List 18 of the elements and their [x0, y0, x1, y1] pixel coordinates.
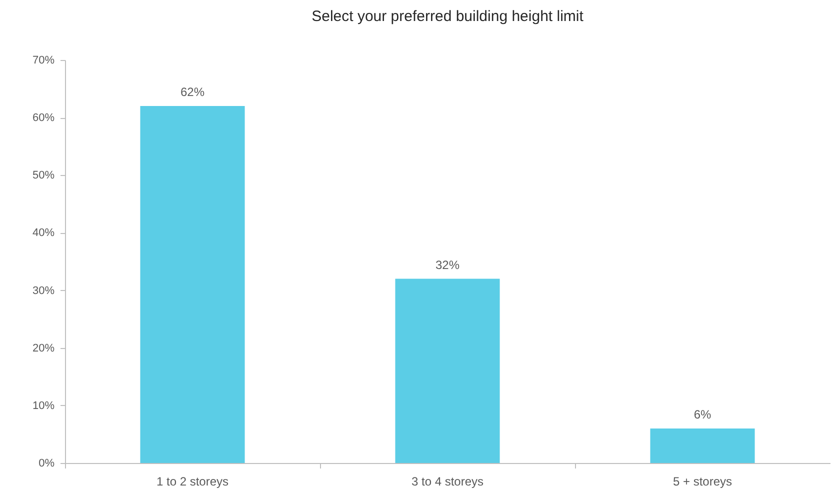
data-label: 62%: [180, 85, 205, 100]
y-tick-label: 10%: [32, 400, 55, 412]
y-tick-label: 30%: [32, 284, 55, 297]
y-tick-label: 40%: [32, 227, 55, 240]
y-tick-label: 50%: [32, 170, 55, 182]
y-tick-label: 0%: [38, 458, 55, 470]
x-tick-label: 1 to 2 storeys: [156, 474, 229, 488]
x-tick-label: 5 + storeys: [672, 474, 732, 488]
x-tick-label: 3 to 4 storeys: [411, 474, 484, 488]
y-tick-label: 20%: [32, 342, 55, 354]
bar: [395, 278, 500, 463]
bar: [140, 106, 245, 463]
data-label: 6%: [694, 407, 712, 422]
data-label: 32%: [435, 258, 460, 272]
bar: [650, 428, 755, 463]
y-tick-label: 70%: [32, 54, 55, 66]
chart-title: Select your preferred building height limit: [312, 8, 584, 25]
y-tick-label: 60%: [32, 112, 55, 124]
